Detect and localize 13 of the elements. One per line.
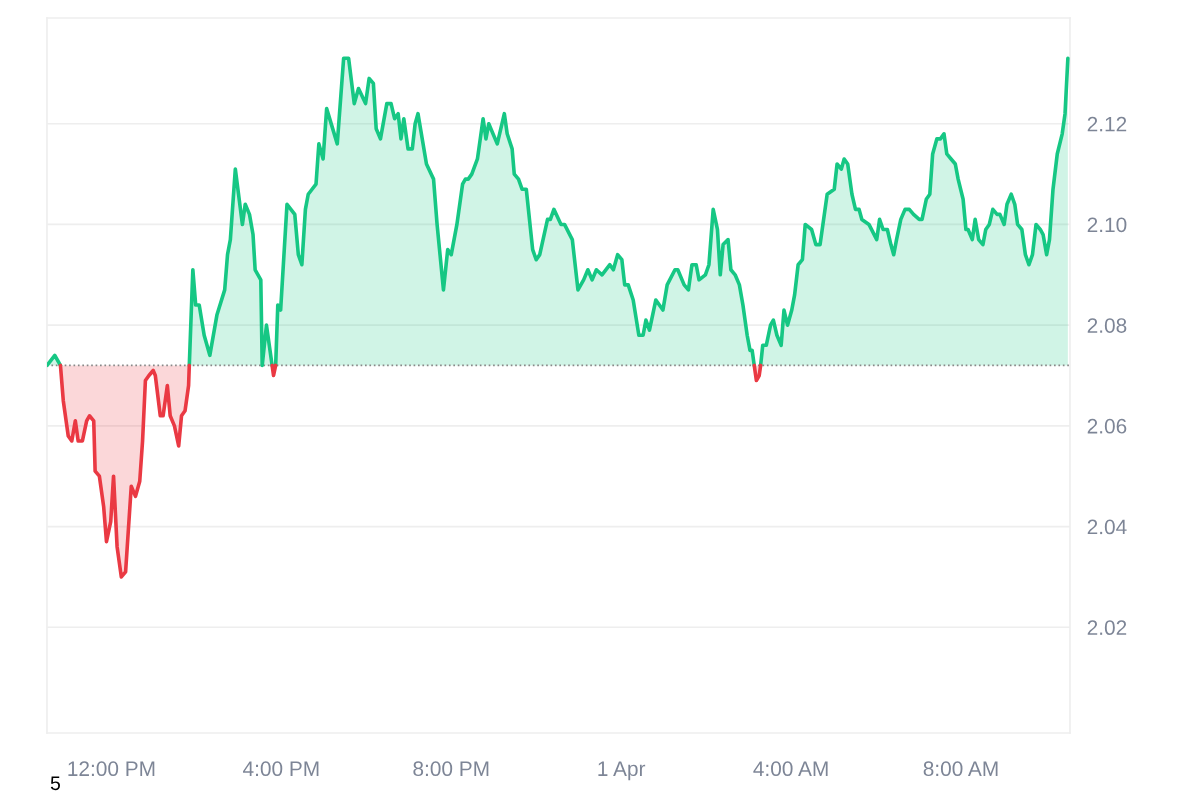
x-tick-label: 1 Apr bbox=[598, 761, 646, 781]
x-tick-label: 8:00 PM bbox=[413, 761, 489, 777]
y-tick-label: 2.12 bbox=[1087, 116, 1127, 132]
text: 5 bbox=[50, 776, 60, 791]
x-tick-label: 4:00 AM bbox=[753, 761, 828, 777]
y-tick-label: 2.04 bbox=[1087, 519, 1127, 535]
y-tick-label: 2.08 bbox=[1087, 318, 1127, 333]
y-tick-label: 2.10 bbox=[1087, 217, 1127, 233]
y-tick-label: 2.02 bbox=[1087, 620, 1127, 636]
x-tick-label: 12:00 PM bbox=[68, 761, 155, 777]
y-tick-label: 2.06 bbox=[1087, 418, 1127, 434]
x-tick-label: 8:00 AM bbox=[923, 761, 998, 777]
x-tick-label: 4:00 PM bbox=[243, 761, 319, 777]
